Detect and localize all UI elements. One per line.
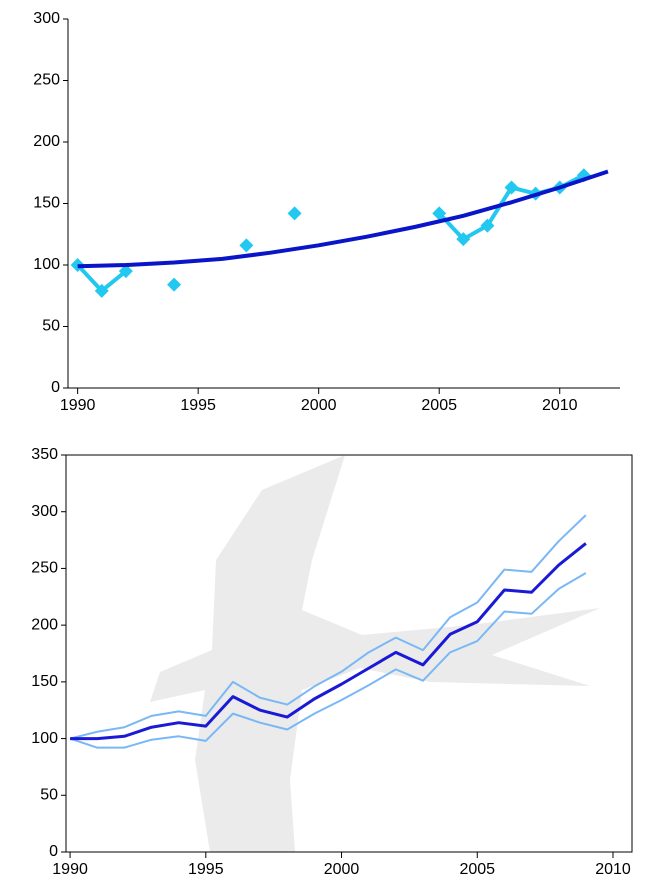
data-point — [167, 278, 181, 292]
page: {"chart_data": [ {"type": "line", "x": [… — [0, 0, 651, 888]
y-tick-label: 0 — [49, 843, 58, 860]
y-tick-label: 100 — [33, 256, 60, 273]
x-tick-label: 1995 — [180, 397, 216, 414]
charts: 0 50 100 150 200 250 300 1990 1995 2000 2005 2010 0 5… — [0, 0, 651, 888]
y-tick-label: 250 — [33, 72, 60, 89]
x-tick-label: 1995 — [188, 861, 224, 878]
x-tick-label: 2000 — [301, 397, 337, 414]
data-point — [288, 206, 302, 220]
y-tick-label: 250 — [31, 560, 58, 577]
y-tick-label: 200 — [31, 616, 58, 633]
x-tick-label: 2005 — [421, 397, 457, 414]
data-point — [239, 238, 253, 252]
y-tick-label: 300 — [31, 503, 58, 520]
y-tick-label: 100 — [31, 730, 58, 747]
x-tick-label: 1990 — [60, 397, 96, 414]
x-tick-label: 1990 — [52, 861, 88, 878]
x-tick-label: 2010 — [542, 397, 578, 414]
y-tick-label: 200 — [33, 133, 60, 150]
x-tick-label: 2010 — [595, 861, 631, 878]
y-tick-label: 50 — [40, 787, 58, 804]
series-line — [78, 172, 608, 267]
series-line — [78, 175, 584, 291]
y-tick-label: 150 — [33, 195, 60, 212]
x-tick-label: 2000 — [324, 861, 360, 878]
y-tick-label: 0 — [51, 379, 60, 396]
x-tick-label: 2005 — [459, 861, 495, 878]
bird-silhouette — [150, 455, 600, 852]
y-tick-label: 50 — [42, 318, 60, 335]
y-tick-label: 350 — [31, 446, 58, 463]
y-tick-label: 300 — [33, 10, 60, 27]
y-tick-label: 150 — [31, 673, 58, 690]
